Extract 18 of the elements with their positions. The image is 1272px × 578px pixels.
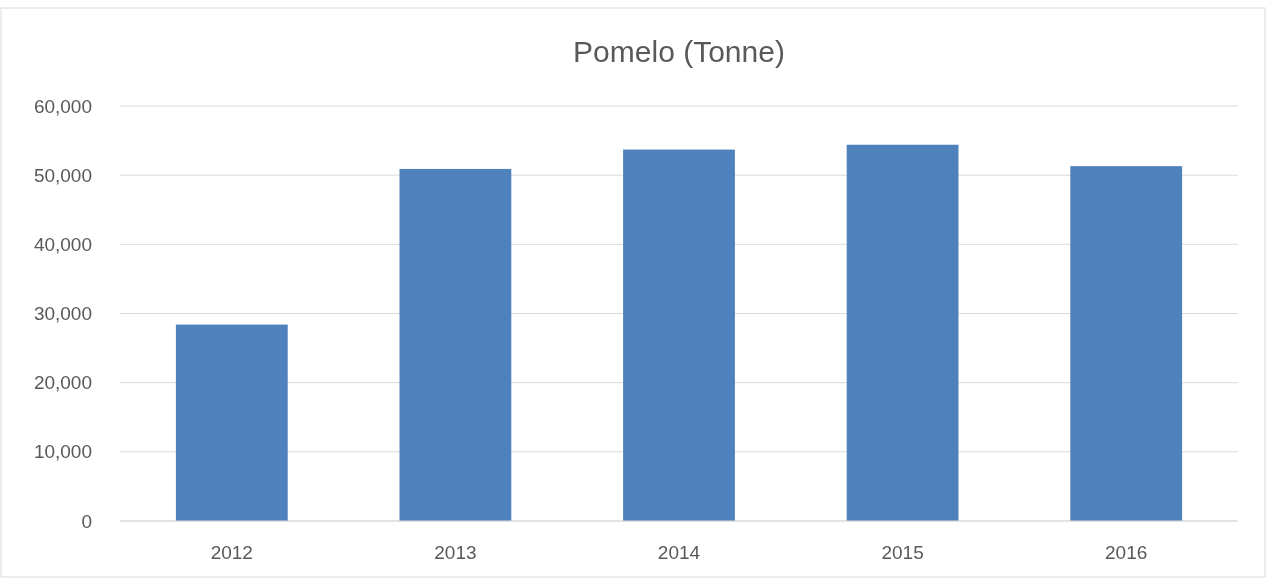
x-tick-label: 2015 bbox=[881, 542, 924, 563]
bar bbox=[1070, 166, 1183, 521]
bar bbox=[399, 168, 512, 521]
x-tick-label: 2012 bbox=[210, 542, 253, 563]
y-tick-label: 50,000 bbox=[33, 164, 92, 186]
y-tick-label: 40,000 bbox=[33, 233, 92, 255]
bar bbox=[846, 144, 959, 521]
x-tick-label: 2013 bbox=[434, 542, 477, 563]
y-tick-label: 0 bbox=[81, 510, 92, 532]
y-tick-label: 10,000 bbox=[33, 441, 92, 463]
bar bbox=[175, 324, 288, 521]
y-tick-label: 20,000 bbox=[33, 372, 92, 394]
y-tick-label: 60,000 bbox=[33, 95, 92, 117]
y-tick-label: 30,000 bbox=[33, 303, 92, 325]
chart-title: Pomelo (Tonne) bbox=[573, 35, 785, 68]
x-tick-label: 2014 bbox=[657, 542, 701, 563]
bar bbox=[623, 149, 735, 521]
x-tick-label: 2016 bbox=[1105, 542, 1148, 563]
